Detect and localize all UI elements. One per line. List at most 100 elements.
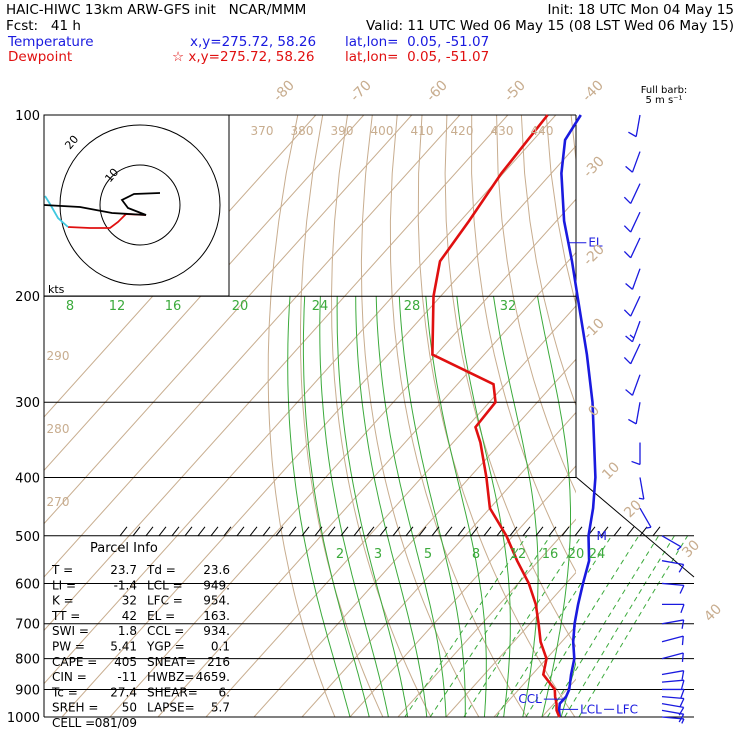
isotherm-line (205, 305, 576, 717)
hatch-mark (366, 526, 375, 537)
hatch-mark (418, 526, 427, 537)
pressure-tick-label: 900 (15, 683, 40, 698)
hatch-mark (119, 526, 128, 537)
theta-label: 440 (531, 124, 554, 138)
hatch-mark (431, 526, 440, 537)
wind-barb-staff (661, 635, 684, 643)
hodograph-segment-mid (44, 195, 69, 228)
hatch-mark (561, 526, 570, 537)
isotherm-line (301, 411, 576, 717)
theta-label: 420 (451, 124, 474, 138)
wind-barb-feather (678, 564, 685, 573)
isotherm-line (397, 518, 576, 717)
moist-adiabat (355, 296, 428, 717)
hatch-mark (444, 526, 453, 537)
hatch-mark (288, 526, 297, 537)
wind-barb-staff (631, 268, 641, 290)
wind-barb-feather (623, 309, 632, 317)
wind-barb-staff (630, 295, 641, 317)
hatch-mark (340, 526, 349, 537)
mixing-ratio-line (525, 536, 640, 717)
isotherm-line (734, 115, 740, 717)
hatch-mark (301, 526, 310, 537)
temperature-curve (557, 114, 597, 718)
hatch-mark (210, 526, 219, 537)
wind-barb-feather (680, 689, 685, 699)
hatch-mark (314, 526, 323, 537)
wind-barb-staff (639, 477, 645, 500)
isotherm-line (44, 115, 509, 632)
parcel-value: 216 (207, 655, 230, 669)
dry-adiabat (646, 115, 740, 717)
parcel-value: 23.7 (110, 563, 137, 577)
hodograph-segment-high (43, 192, 161, 216)
parcel-value: -11 (117, 670, 137, 684)
hatch-mark (249, 526, 258, 537)
hatch-mark (470, 526, 479, 537)
mixing-ratio-label: 32 (500, 299, 517, 314)
isotherm-label: -40 (579, 77, 606, 104)
isotherm-label: -60 (423, 77, 450, 104)
parcel-label: SHEAR= (147, 685, 198, 699)
parcel-label: YGP = (146, 640, 185, 654)
dry-adiabat (720, 115, 740, 717)
theta-label: 370 (251, 124, 274, 138)
theta-label: 400 (371, 124, 394, 138)
hatch-mark (171, 526, 180, 537)
hatch-mark (652, 526, 661, 537)
mixing-ratio-label: 2 (336, 547, 344, 562)
theta-label: 270 (47, 495, 70, 509)
wind-barb-staff (631, 320, 641, 343)
parcel-value: 949. (203, 578, 230, 592)
parcel-value: -1.4 (114, 578, 137, 592)
wind-barb-staff (630, 211, 641, 233)
dry-adiabat (621, 115, 740, 717)
hatch-mark (223, 526, 232, 537)
model-title: HAIC-HIWC 13km ARW-GFS init NCAR/MMM (6, 2, 307, 18)
moist-adiabat (425, 296, 487, 717)
wind-barb-feather (631, 460, 641, 466)
mixing-ratio-line (547, 536, 660, 717)
parcel-value: 6. (219, 685, 230, 699)
mixing-ratio-label: 3 (374, 547, 382, 562)
isotherm-label: 40 (701, 601, 725, 625)
parcel-value: 405 (114, 655, 137, 669)
mixing-ratio-label: 8 (472, 547, 480, 562)
parcel-label: LAPSE= (147, 701, 195, 715)
wind-barb-feather (628, 418, 637, 425)
parcel-label: EL = (147, 609, 175, 623)
isotherm-line (253, 358, 576, 717)
wind-barb-staff (661, 535, 682, 548)
mixing-ratio-line (564, 536, 675, 717)
parcel-label: CAPE = (52, 655, 97, 669)
isotherm-line (44, 115, 557, 685)
wind-barb-feather (679, 698, 685, 707)
temperature-latlon: lat,lon= 0.05, -51.07 (345, 34, 490, 50)
pressure-tick-label: 600 (15, 577, 40, 592)
hatch-mark (483, 526, 492, 537)
wind-barb-staff (661, 560, 684, 566)
mixing-ratio-label: 16 (165, 299, 182, 314)
isotherm-line (109, 198, 576, 717)
isotherm-line (44, 115, 413, 525)
moist-adiabat (493, 296, 539, 717)
hatch-mark (392, 526, 401, 537)
isotherm-label: 0 (585, 402, 603, 420)
wind-barb-staff (631, 151, 641, 173)
dewpoint-xy: ☆ x,y=275.72, 58.26 (172, 49, 315, 65)
mixing-ratio-label: 24 (312, 299, 329, 314)
mixing-ratio-label: 24 (589, 547, 606, 562)
theta-label: 290 (47, 349, 70, 363)
hatch-mark (275, 526, 284, 537)
hatch-mark (262, 526, 271, 537)
parcel-value: 954. (203, 594, 230, 608)
dewpoint-curve (431, 114, 561, 718)
wind-barb-staff (661, 582, 684, 587)
wind-barb-feather (645, 526, 652, 529)
mixing-ratio-label: 5 (424, 547, 432, 562)
wind-barb-feather (680, 604, 685, 614)
wind-barb-feather (623, 356, 632, 365)
mixing-ratio-line (578, 536, 689, 717)
isotherm-line (157, 251, 576, 717)
